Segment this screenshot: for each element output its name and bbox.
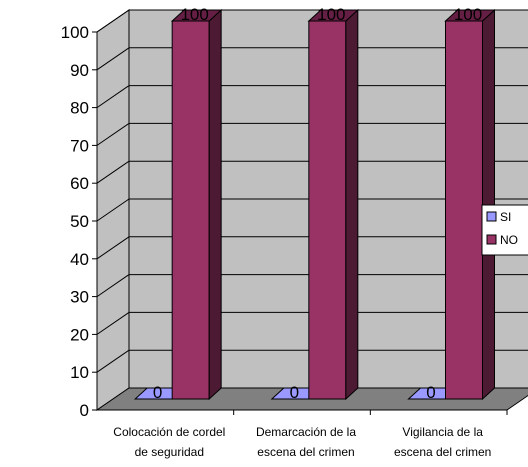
legend-label-no: NO (500, 233, 518, 247)
gridline-side (96, 122, 130, 146)
x-category-label: escena del crimen (394, 445, 491, 459)
gridline-side (96, 198, 130, 222)
x-category-label: Vigilancia de la (402, 425, 483, 439)
data-label-no: 100 (317, 5, 345, 24)
data-label-si: 0 (426, 383, 435, 402)
gridline-side (96, 274, 130, 298)
y-tick-label: 100 (61, 23, 89, 42)
x-category-label: Colocación de cordel (113, 425, 225, 439)
gridline-side (96, 9, 130, 33)
y-tick-label: 20 (70, 325, 89, 344)
y-tick-label: 0 (80, 401, 89, 420)
bar-no-front (445, 20, 483, 400)
bar-no-top (444, 9, 496, 22)
x-category-label: escena del crimen (257, 445, 354, 459)
gridline-side (96, 236, 130, 260)
y-tick-label: 80 (70, 99, 89, 118)
gridline-side (96, 160, 130, 184)
data-label-si: 0 (153, 383, 162, 402)
gridline-side (96, 349, 130, 373)
data-label-no: 100 (454, 5, 482, 24)
bar-no-top (307, 9, 360, 22)
gridline-side (96, 47, 130, 71)
y-tick-label: 70 (70, 136, 89, 155)
y-tick-label: 30 (70, 288, 89, 307)
x-category-label: Demarcación de la (256, 425, 356, 439)
y-tick-label: 50 (70, 212, 89, 231)
bar-no-front (308, 20, 347, 400)
bar-no-side (208, 8, 222, 401)
y-tick-label: 60 (70, 174, 89, 193)
bar-no-front (171, 20, 210, 400)
legend-label-si: SI (500, 210, 511, 224)
x-category-label: de seguridad (135, 445, 204, 459)
y-tick-label: 90 (70, 61, 89, 80)
data-label-no: 100 (180, 5, 208, 24)
legend-swatch-si (486, 211, 497, 222)
data-label-si: 0 (290, 383, 299, 402)
y-tick-label: 40 (70, 250, 89, 269)
bar-no-top (170, 9, 223, 22)
bar-no-side (345, 8, 359, 401)
legend-swatch-no (486, 234, 497, 245)
gridline-side (96, 311, 130, 335)
gridline-side (96, 85, 130, 109)
y-tick-label: 10 (70, 363, 89, 382)
